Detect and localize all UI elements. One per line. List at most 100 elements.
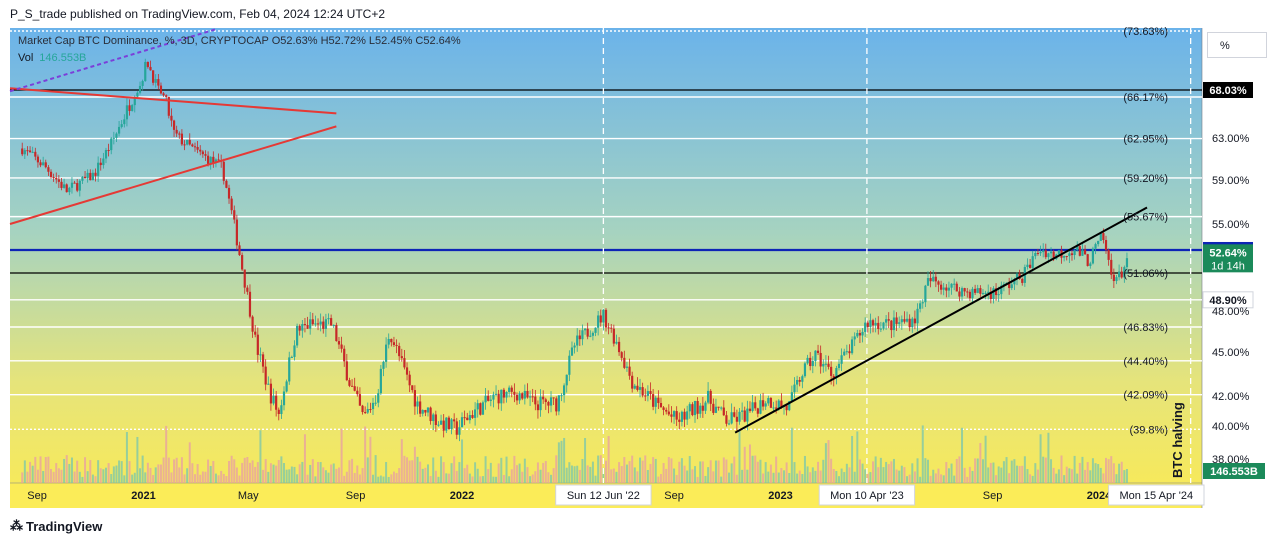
candle-body [1028, 264, 1032, 268]
volume-bar [1120, 461, 1123, 483]
candle-body [518, 393, 521, 401]
volume-bar [1047, 432, 1050, 483]
candle-body [1104, 240, 1108, 251]
candle-body [188, 139, 191, 145]
volume-bar [1018, 466, 1021, 483]
volume-bar [445, 473, 448, 483]
candle-body [672, 411, 676, 417]
candle-body [285, 381, 288, 392]
volume-bar [581, 459, 584, 483]
candle-body [628, 366, 631, 376]
x-tick-label: 2024 [1087, 490, 1112, 502]
candle-body [233, 210, 236, 220]
candle-body [144, 61, 147, 82]
volume-bar [319, 462, 322, 483]
volume-bar [1057, 469, 1060, 483]
volume-bar [139, 468, 142, 483]
volume-bar [858, 459, 861, 483]
candle-body [1094, 244, 1097, 249]
candle-body [83, 176, 87, 179]
candle-body [570, 347, 574, 356]
candle-body [937, 281, 940, 285]
y-tick-label: 38.00% [1212, 454, 1250, 466]
candle-body [1097, 240, 1100, 245]
volume-bars [21, 425, 1128, 483]
candle-body [649, 391, 652, 395]
candle-body [264, 366, 267, 385]
volume-bar [390, 474, 393, 483]
candle-body [57, 179, 60, 182]
volume-bar [364, 426, 367, 483]
candle-body [141, 81, 144, 86]
volume-bar [751, 455, 754, 483]
candle-body [625, 366, 629, 368]
volume-bar [39, 456, 42, 483]
y-tick-label: 40.00% [1212, 421, 1250, 433]
candle-body [858, 332, 862, 336]
percent-scale-button[interactable]: % [1207, 32, 1267, 58]
candle-body [670, 414, 673, 417]
candle-body [594, 327, 597, 333]
volume-bar [1115, 474, 1118, 483]
volume-bar [290, 466, 293, 483]
candle-body [683, 411, 686, 420]
level-label: (42.09%) [1123, 390, 1168, 402]
candle-body [159, 85, 163, 94]
candle-body [1036, 252, 1040, 254]
volume-bar [817, 461, 820, 483]
candle-body [722, 407, 725, 416]
volume-bar [550, 474, 553, 483]
volume-bar [220, 470, 223, 483]
volume-bar [788, 472, 791, 483]
candle-body [822, 364, 825, 367]
volume-bar [73, 471, 76, 483]
candle-body [146, 61, 149, 67]
candle-body [1110, 259, 1113, 275]
candle-body [997, 294, 1000, 296]
volume-bar [730, 463, 733, 483]
volume-bar [246, 457, 249, 483]
volume-bar [756, 461, 759, 483]
candle-body [86, 172, 89, 179]
volume-bar [89, 460, 92, 483]
candle-body [288, 357, 291, 382]
candle-body [764, 403, 767, 407]
candle-body [398, 345, 401, 357]
volume-bar [34, 456, 37, 483]
volume-bar [188, 442, 191, 483]
candle-body [301, 324, 304, 331]
volume-bar [1065, 466, 1068, 483]
volume-bar [204, 471, 207, 483]
volume-bar [665, 468, 668, 483]
candle-body [976, 288, 979, 293]
volume-badge [1203, 463, 1265, 479]
volume-bar [701, 461, 704, 483]
volume-bar [563, 437, 566, 483]
candle-body [631, 375, 634, 389]
candle-body [432, 414, 435, 422]
candle-body [361, 405, 364, 413]
volume-bar [777, 472, 780, 483]
volume-bar [309, 464, 312, 483]
volume-bar [366, 457, 369, 483]
candle-body [1065, 256, 1068, 258]
candle-body [251, 316, 254, 332]
candle-body [246, 287, 249, 292]
volume-bar [403, 455, 406, 483]
candle-body [241, 255, 244, 270]
volume-bar [641, 460, 644, 483]
candle-body [112, 137, 115, 139]
volume-bar [827, 440, 830, 483]
candle-body [52, 176, 55, 178]
candle-body [89, 172, 92, 181]
volume-bar [1002, 461, 1005, 483]
volume-bar [489, 462, 492, 483]
candle-body [675, 411, 678, 420]
volume-bar [720, 476, 723, 483]
volume-bar [573, 466, 576, 483]
volume-bar [565, 467, 568, 483]
volume-bar [1089, 470, 1092, 483]
volume-bar [898, 470, 901, 483]
volume-bar [974, 458, 977, 483]
